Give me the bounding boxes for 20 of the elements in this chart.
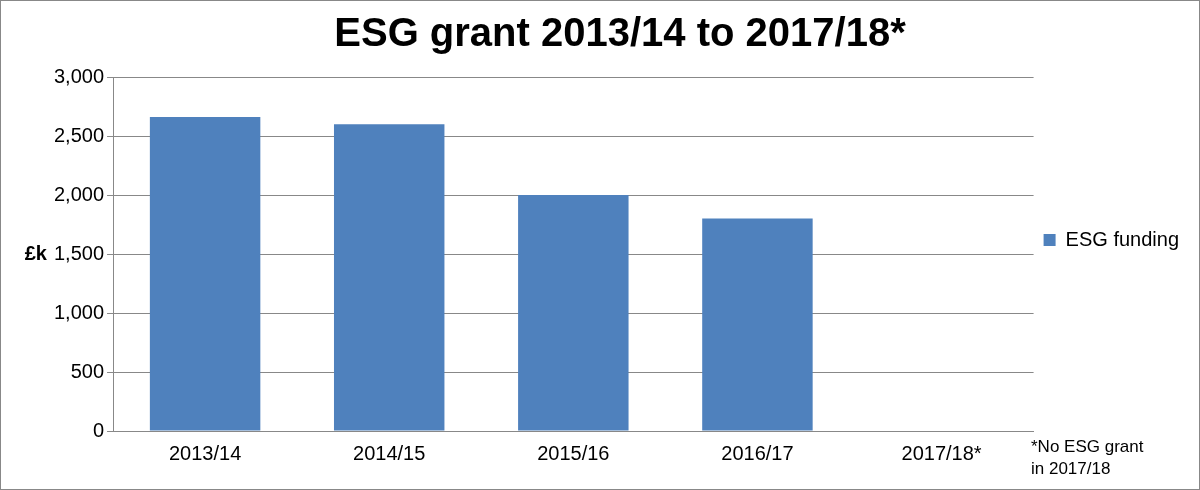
legend-label: ESG funding [1065, 227, 1180, 250]
y-tick-label: 500 [70, 359, 105, 382]
bar [333, 124, 445, 431]
y-axis-title: £k [24, 241, 48, 264]
text: *No ESG grant in 2017/18 [1031, 437, 1144, 479]
y-tick-label: 0 [92, 418, 105, 441]
y-tick-label: 1,000 [53, 300, 105, 323]
x-tick-label: 2017/18* [901, 441, 982, 464]
bar [149, 117, 261, 431]
y-tick-label: 2,500 [53, 123, 105, 146]
x-tick-label: 2014/15 [353, 441, 426, 464]
x-tick-label: 2016/17 [721, 441, 794, 464]
bar [518, 195, 629, 431]
bar [702, 218, 813, 431]
x-tick-label: 2015/16 [537, 441, 610, 464]
x-tick-label: 2013/14 [168, 441, 242, 464]
y-tick-label: 2,000 [53, 182, 105, 205]
y-tick-label: 1,500 [53, 241, 105, 264]
y-tick-label: 3,000 [53, 64, 105, 87]
chart-title: ESG grant 2013/14 to 2017/18* [334, 10, 907, 55]
